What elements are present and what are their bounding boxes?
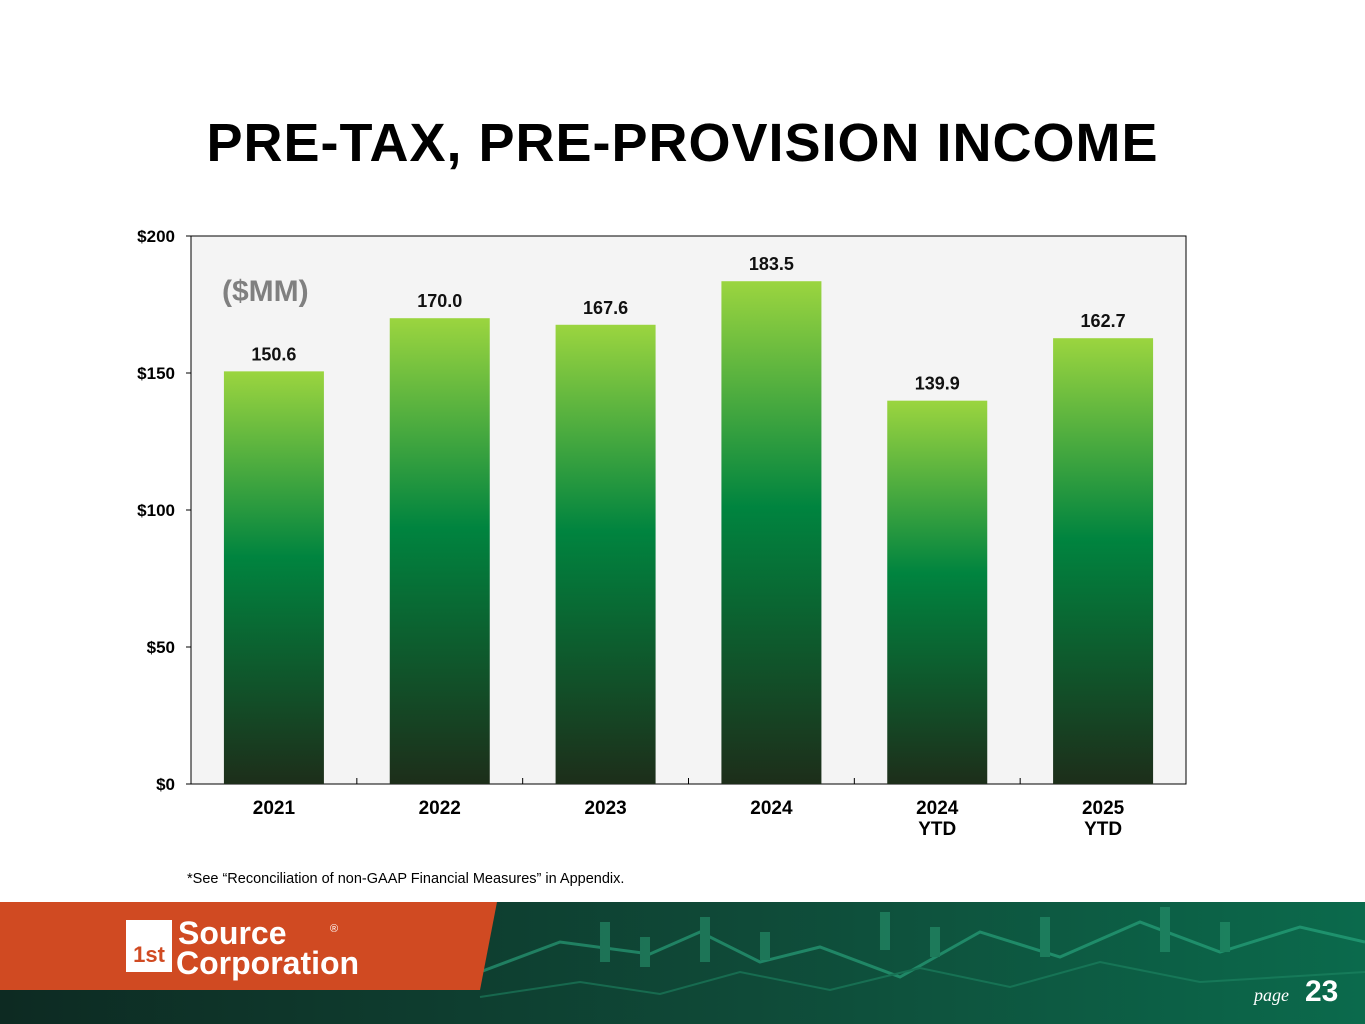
data-label-4: 139.9 (915, 374, 960, 394)
data-label-0: 150.6 (251, 344, 296, 364)
bar-5 (1053, 338, 1154, 784)
data-label-2: 167.6 (583, 298, 628, 318)
logo-mark-text: 1st (133, 942, 165, 967)
y-tick-label-0: $0 (156, 775, 175, 794)
page-label: page (1254, 985, 1289, 1005)
x-tick-label-3-0: 2024 (750, 798, 793, 819)
logo-mark (126, 920, 172, 972)
y-tick-label-2: $100 (137, 501, 175, 520)
x-tick-label-2-0: 2023 (584, 798, 626, 819)
page-title: PRE-TAX, PRE-PROVISION INCOME (206, 113, 1159, 173)
x-tick-label-4-1: YTD (918, 819, 956, 840)
company-logo: 1st Source ® Corporation (126, 915, 359, 981)
x-tick-label-5-0: 2025 (1082, 798, 1125, 819)
x-tick-label-0-0: 2021 (253, 798, 296, 819)
x-tick-label-5-1: YTD (1084, 819, 1122, 840)
bar-1 (389, 318, 490, 784)
data-label-1: 170.0 (417, 291, 462, 311)
bar-4 (887, 400, 988, 784)
bar-2 (555, 324, 656, 784)
market-pattern (479, 907, 1365, 998)
footnote: *See “Reconciliation of non-GAAP Financi… (187, 871, 625, 887)
logo-line1: Source (178, 915, 286, 951)
bar-0 (223, 371, 324, 784)
plot-area (190, 235, 1187, 785)
logo-panel (0, 902, 497, 990)
logo-line2: Corporation (176, 945, 359, 981)
x-tick-label-1-0: 2022 (419, 798, 461, 819)
page-number: 23 (1305, 975, 1339, 1008)
y-tick-label-3: $150 (137, 364, 175, 383)
y-tick-label-1: $50 (147, 638, 175, 657)
x-tick-label-4-0: 2024 (916, 798, 959, 819)
y-tick-label-4: $200 (137, 227, 175, 246)
footer-band: 1st Source ® Corporation (0, 902, 1365, 1024)
bar-chart: 150.6 170.0 167.6 183.5 139.9 162.7 2021 2022 2… (137, 227, 1187, 840)
unit-label: ($MM) (222, 275, 309, 308)
bar-3 (721, 281, 822, 784)
data-label-3: 183.5 (749, 254, 794, 274)
data-label-5: 162.7 (1081, 311, 1126, 331)
logo-registered-mark: ® (330, 923, 338, 935)
